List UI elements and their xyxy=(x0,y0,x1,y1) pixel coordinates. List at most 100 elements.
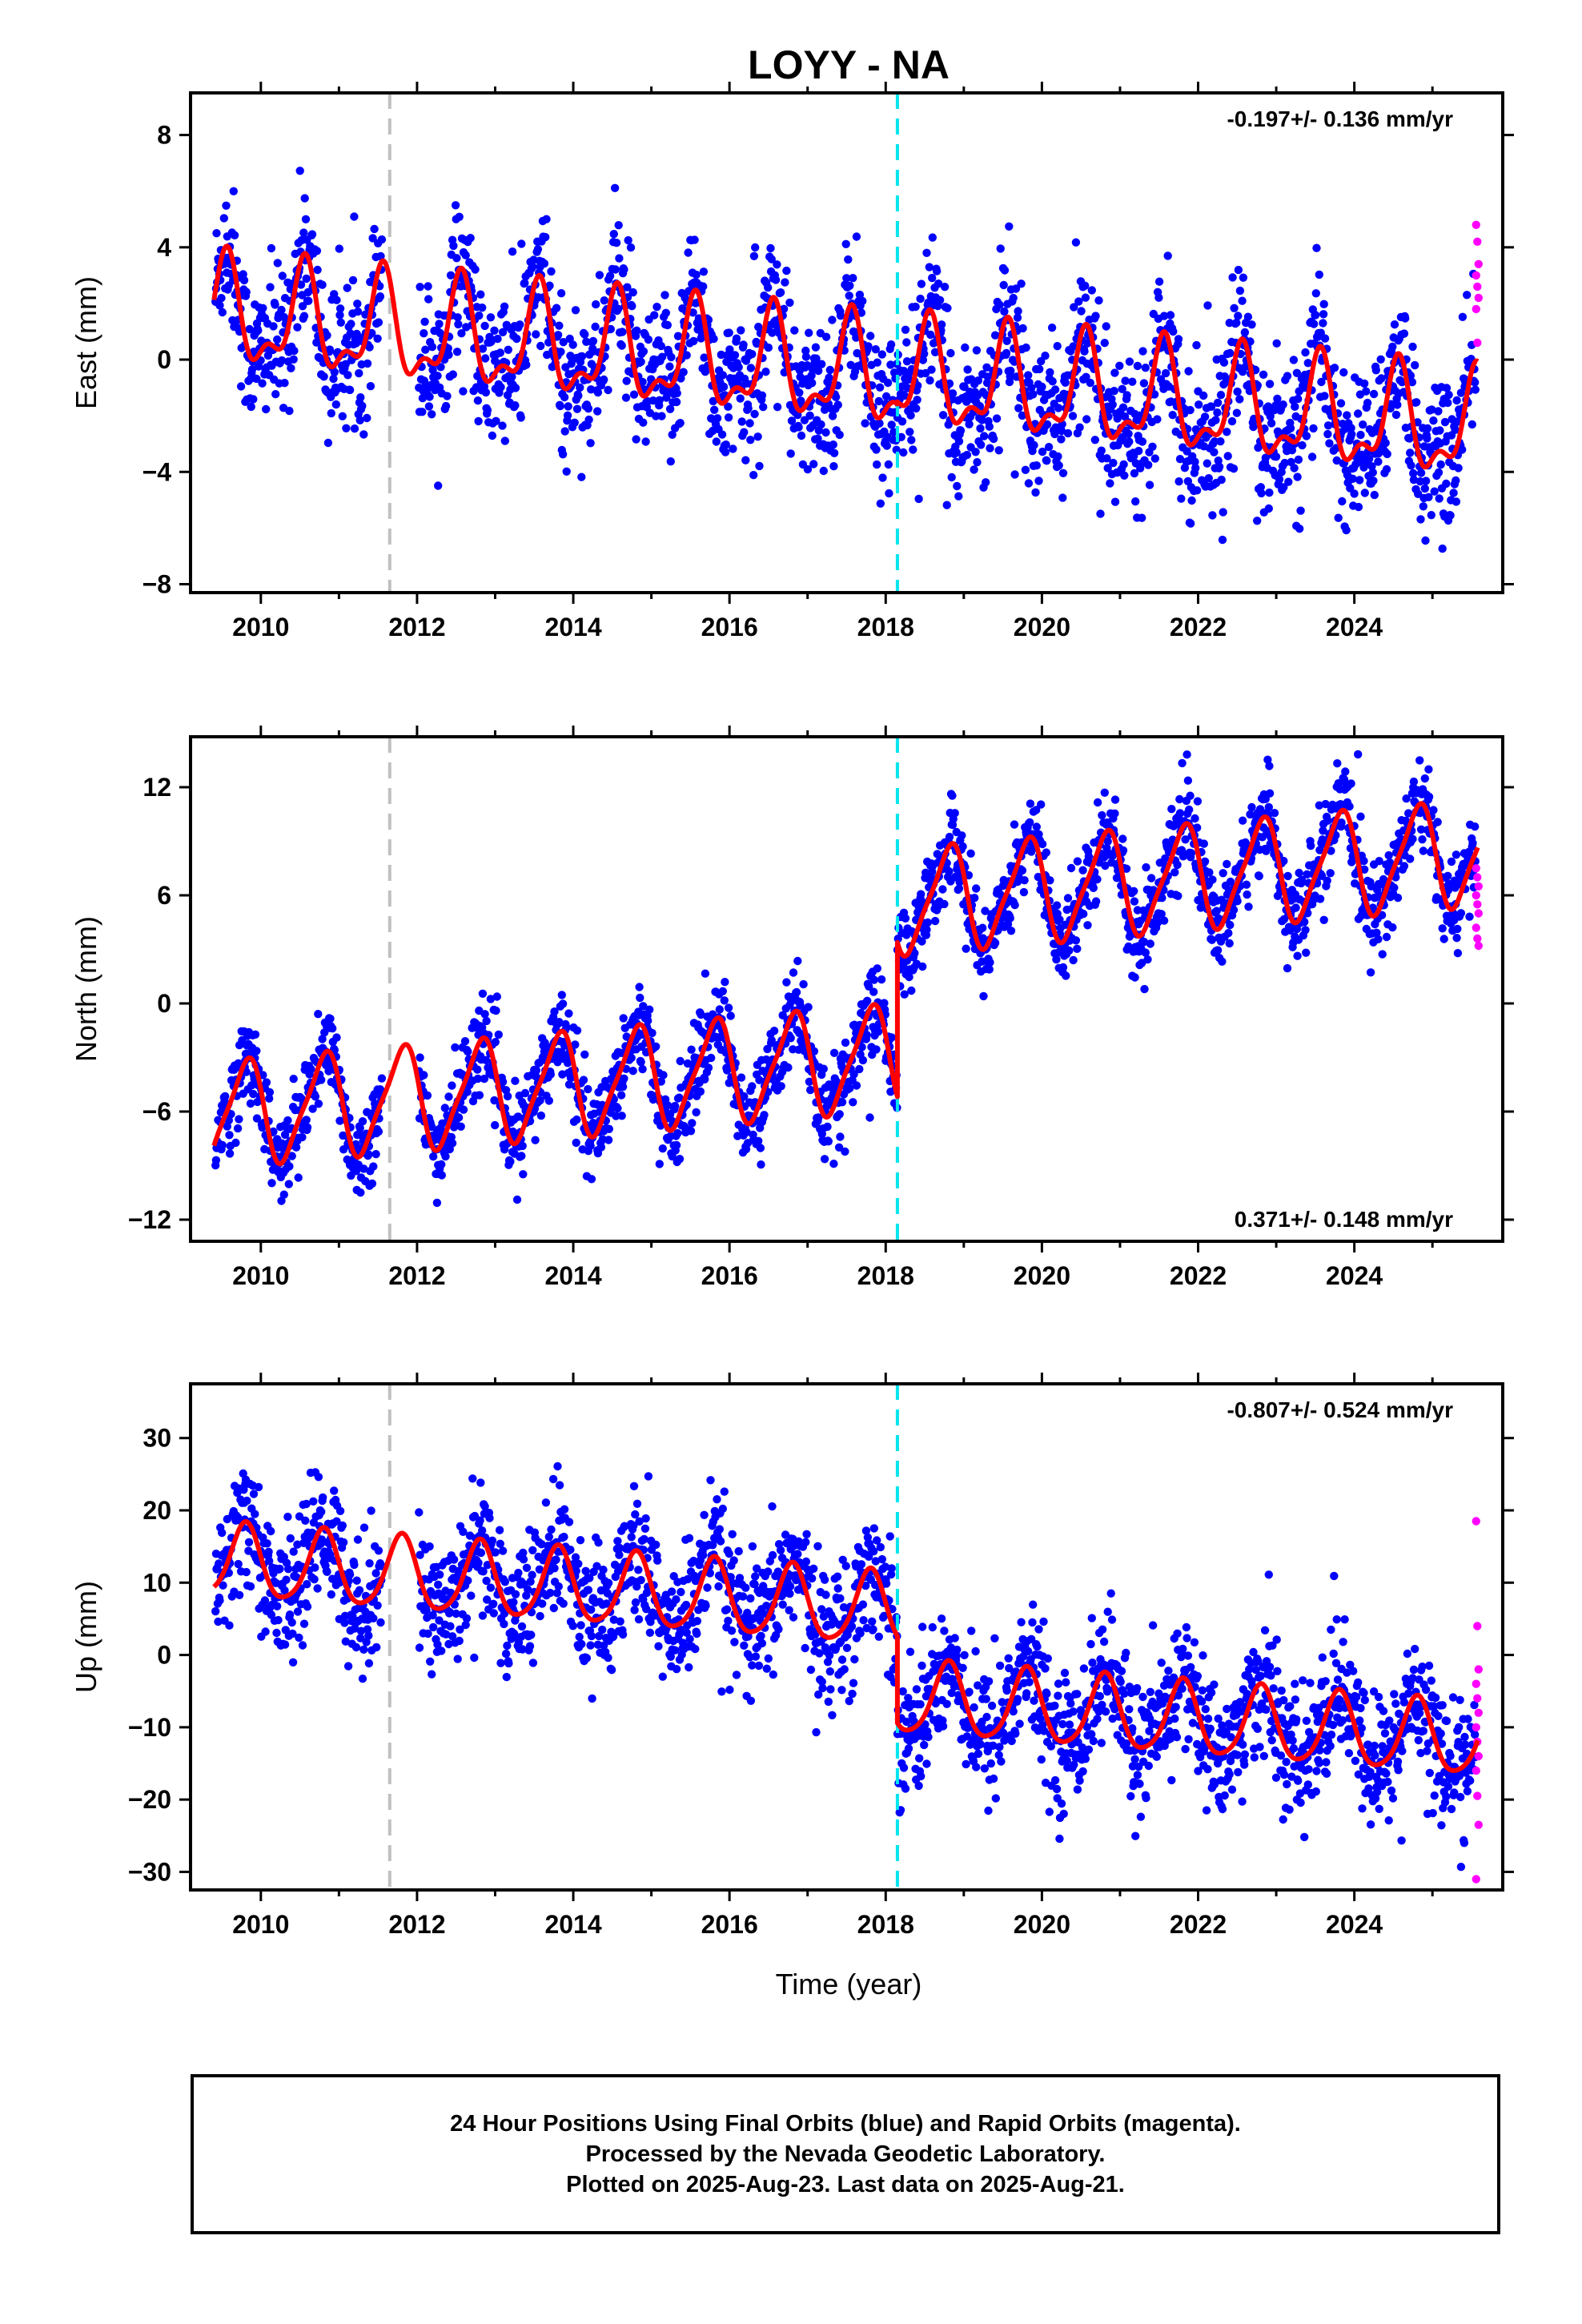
east-final-point xyxy=(639,418,648,427)
up-final-point xyxy=(319,1493,327,1502)
east-final-point xyxy=(983,372,993,381)
east-final-point xyxy=(1320,334,1330,343)
east-final-point xyxy=(542,215,551,223)
north-final-point xyxy=(1409,777,1419,786)
north-final-point xyxy=(481,1055,491,1065)
east-final-point xyxy=(1360,379,1369,388)
east-final-point xyxy=(989,434,998,444)
north-final-point xyxy=(917,890,926,899)
east-final-point xyxy=(1383,449,1391,459)
north-final-point xyxy=(1073,944,1082,954)
north-final-point xyxy=(1359,856,1368,866)
east-final-point xyxy=(434,481,443,490)
east-final-point xyxy=(259,304,267,312)
east-final-point xyxy=(1002,336,1011,345)
east-final-point xyxy=(481,354,490,363)
up-final-point xyxy=(285,1610,295,1619)
north-rapid-point xyxy=(1473,934,1482,943)
east-final-point xyxy=(781,278,789,287)
east-final-point xyxy=(724,402,733,411)
north-final-point xyxy=(1390,883,1399,892)
east-final-point xyxy=(1273,394,1282,404)
east-final-point xyxy=(1359,420,1367,429)
east-final-point xyxy=(560,392,569,402)
east-final-point xyxy=(1232,408,1242,417)
up-final-point xyxy=(310,1574,319,1584)
north-final-point xyxy=(1186,791,1195,800)
east-final-point xyxy=(421,345,430,354)
east-final-point xyxy=(652,303,661,312)
up-final-point xyxy=(283,1512,292,1522)
north-x-tick-label: 2022 xyxy=(1170,1261,1227,1290)
north-final-point xyxy=(557,991,566,999)
north-final-point xyxy=(1439,935,1448,943)
east-final-point xyxy=(956,426,966,435)
east-final-point xyxy=(886,360,895,369)
up-final-point xyxy=(211,1606,220,1616)
east-final-point xyxy=(1057,426,1066,436)
east-final-point xyxy=(1080,347,1089,356)
north-model-curve xyxy=(211,801,1480,1167)
north-final-point xyxy=(267,1179,276,1188)
north-final-point xyxy=(448,1139,457,1148)
north-final-point xyxy=(767,1035,776,1045)
north-final-point xyxy=(1139,937,1149,947)
east-final-point xyxy=(877,350,887,359)
north-final-point xyxy=(1101,861,1110,870)
north-final-point xyxy=(451,1043,460,1052)
east-final-point xyxy=(972,346,982,355)
north-final-point xyxy=(473,1065,482,1074)
north-final-point xyxy=(841,1038,850,1047)
north-final-point xyxy=(428,1122,436,1132)
east-final-point xyxy=(1419,502,1428,511)
east-final-point xyxy=(1081,281,1090,290)
east-final-point xyxy=(496,348,504,357)
north-final-point xyxy=(755,1076,764,1084)
east-final-point xyxy=(732,334,741,343)
north-final-point xyxy=(520,1088,530,1098)
east-final-point xyxy=(498,421,507,430)
east-final-point xyxy=(768,328,777,337)
north-final-point xyxy=(580,1050,589,1059)
east-final-point xyxy=(293,323,302,332)
north-final-point xyxy=(1199,839,1209,848)
north-final-point xyxy=(1084,852,1094,861)
north-velocity-label: 0.371+/- 0.148 mm/yr xyxy=(1235,1207,1453,1232)
east-final-point xyxy=(1118,384,1126,393)
north-final-point xyxy=(985,965,994,974)
east-final-point xyxy=(1238,296,1247,305)
east-final-point xyxy=(1125,437,1134,446)
east-final-point xyxy=(271,390,280,399)
east-y-tick-label: 0 xyxy=(157,345,171,374)
north-final-point xyxy=(824,1137,833,1146)
north-final-point xyxy=(416,1053,424,1062)
east-final-point xyxy=(377,235,387,244)
east-final-point xyxy=(1021,465,1030,474)
east-final-point xyxy=(1083,339,1092,348)
east-final-point xyxy=(1420,484,1430,493)
east-final-point xyxy=(684,248,693,257)
east-final-point xyxy=(842,274,851,283)
east-final-point xyxy=(1096,509,1105,518)
north-final-point xyxy=(367,1179,377,1188)
north-rapid-point xyxy=(1474,909,1484,918)
east-final-point xyxy=(1050,385,1060,394)
north-final-point xyxy=(1143,955,1152,964)
east-final-point xyxy=(1449,489,1458,497)
north-final-point xyxy=(369,1162,378,1171)
east-final-point xyxy=(779,304,789,313)
east-final-point xyxy=(604,385,612,395)
north-final-point xyxy=(486,995,496,1003)
east-final-point xyxy=(1471,378,1480,387)
east-final-point xyxy=(1227,416,1237,426)
north-final-point xyxy=(1315,846,1324,854)
north-final-point xyxy=(1083,921,1092,930)
east-final-point xyxy=(1011,284,1021,293)
north-final-point xyxy=(945,866,954,876)
east-final-point xyxy=(1070,303,1078,312)
north-final-point xyxy=(1429,806,1438,814)
north-final-point xyxy=(572,1138,580,1148)
east-final-point xyxy=(504,345,512,354)
north-final-point xyxy=(1262,846,1271,855)
up-final-point xyxy=(289,1547,298,1556)
